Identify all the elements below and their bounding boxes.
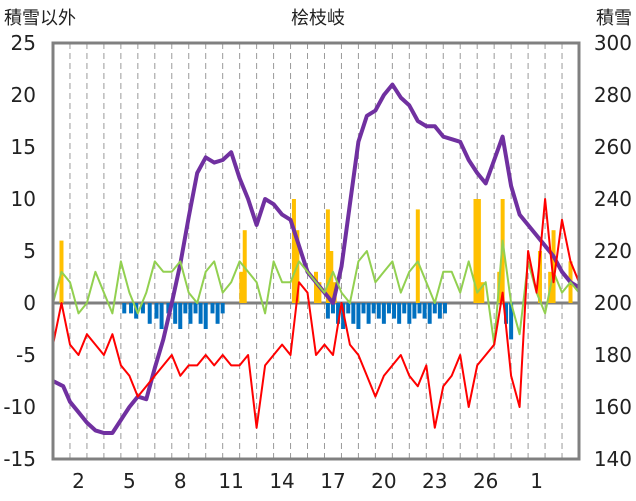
snow_change-bar <box>325 303 330 319</box>
snow_change-bar <box>159 303 164 329</box>
snow_change-bar <box>432 303 437 314</box>
y-left-tick-label: 0 <box>23 291 36 315</box>
grid-layer <box>53 43 579 459</box>
y-left-tick-label: -5 <box>16 343 36 367</box>
y-right-tick-label: 280 <box>594 83 632 107</box>
y-left-tick-label: 25 <box>11 31 36 55</box>
snow_change-bar <box>336 303 341 324</box>
y-left-tick-label: -10 <box>3 395 36 419</box>
precip-bar <box>480 282 485 303</box>
y-left-tick-label: 20 <box>11 83 36 107</box>
snow_change-bar <box>437 303 442 319</box>
snow_change-bar <box>371 303 376 314</box>
x-tick-label: 11 <box>218 469 243 493</box>
snow_change-bar <box>509 303 514 340</box>
x-tick-label: 17 <box>320 469 345 493</box>
tick-layer: -15-10-505101520251401601802002202402602… <box>3 31 632 493</box>
snow_change-bar <box>178 303 183 329</box>
plot-frame <box>51 41 581 461</box>
snow_change-bar <box>366 303 371 324</box>
snow_change-bar <box>376 303 381 319</box>
snow_change-bar <box>397 303 402 324</box>
precip-bar <box>551 230 556 303</box>
y-right-tick-label: 260 <box>594 135 632 159</box>
precip-bar <box>476 199 481 303</box>
precip-bar <box>325 209 330 303</box>
snow_change-bar <box>183 303 188 314</box>
snow_change-bar <box>188 303 193 324</box>
x-tick-label: 5 <box>123 469 136 493</box>
y-right-tick-label: 300 <box>594 31 632 55</box>
y-right-tick-label: 160 <box>594 395 632 419</box>
min_temp-line <box>52 198 580 429</box>
snow_change-bar <box>412 303 417 319</box>
precip-bar <box>314 271 318 303</box>
y-left-tick-label: -15 <box>3 447 36 471</box>
snow_change-bar <box>427 303 432 324</box>
snow_change-bar <box>166 303 171 314</box>
precip-bar <box>291 199 296 303</box>
snow_change-bar <box>392 303 397 319</box>
snow_change-bar <box>346 303 351 314</box>
snow_change-bar <box>173 303 178 324</box>
snow_change-bar <box>356 303 361 329</box>
precip-bar <box>537 251 542 303</box>
precip-bar <box>473 199 478 303</box>
y-left-tick-label: 10 <box>11 187 36 211</box>
snow_change-bar <box>351 303 356 324</box>
snow_change-bar <box>442 303 447 314</box>
snow_change-bar <box>407 303 412 324</box>
snow_change-bar <box>147 303 152 324</box>
frame-layer <box>51 41 581 461</box>
snow_change-bar <box>215 303 220 324</box>
x-tick-label: 20 <box>371 469 396 493</box>
snow_change-bar <box>504 303 509 324</box>
precip-bar <box>415 209 420 303</box>
snow_change-bar <box>220 303 225 314</box>
precip-bar <box>239 271 244 303</box>
precip-bar <box>317 282 322 303</box>
snow_change-bar <box>381 303 386 324</box>
line-layer <box>52 82 581 435</box>
y-right-tick-label: 140 <box>594 447 632 471</box>
snow_change-bar <box>422 303 427 319</box>
y-left-tick-label: 5 <box>23 239 36 263</box>
snow_change-bar <box>203 303 208 329</box>
x-tick-label: 23 <box>422 469 447 493</box>
y-right-tick-label: 180 <box>594 343 632 367</box>
snow_change-bar <box>417 303 422 314</box>
snow_change-bar <box>193 303 198 314</box>
snow_change-bar <box>154 303 159 319</box>
snow_change-bar <box>210 303 215 314</box>
snow_change-bar <box>330 303 335 314</box>
x-tick-label: 1 <box>530 469 543 493</box>
snow_change-bar <box>122 303 127 314</box>
x-tick-label: 8 <box>174 469 187 493</box>
snow_change-bar <box>402 303 407 314</box>
x-tick-label: 2 <box>72 469 85 493</box>
snow_change-bar <box>386 303 391 314</box>
y-right-tick-label: 220 <box>594 239 632 263</box>
max_temp-line <box>52 239 580 346</box>
snow_change-bar <box>129 303 134 314</box>
x-tick-label: 14 <box>269 469 294 493</box>
snow_change-bar <box>198 303 203 324</box>
right-axis-label: 積雪 <box>596 8 632 29</box>
y-left-tick-label: 15 <box>11 135 36 159</box>
chart-title: 桧枝岐 <box>291 8 345 29</box>
left-axis-label: 積雪以外 <box>4 8 76 29</box>
snow_change-bar <box>140 303 145 314</box>
x-tick-label: 26 <box>473 469 498 493</box>
y-right-tick-label: 200 <box>594 291 632 315</box>
snow_change-bar <box>361 303 366 314</box>
y-right-tick-label: 240 <box>594 187 632 211</box>
